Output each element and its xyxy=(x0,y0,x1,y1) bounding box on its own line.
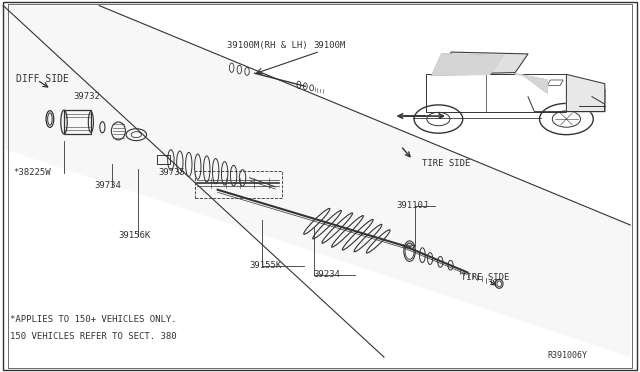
Text: R391006Y: R391006Y xyxy=(547,351,588,360)
Text: 39156K: 39156K xyxy=(118,231,150,240)
Text: *38225W: *38225W xyxy=(13,168,51,177)
Text: 150 VEHICLES REFER TO SECT. 380: 150 VEHICLES REFER TO SECT. 380 xyxy=(10,331,176,340)
Polygon shape xyxy=(566,74,605,112)
Text: 39155K: 39155K xyxy=(250,261,282,270)
Text: 39734: 39734 xyxy=(95,181,122,190)
Text: 39735: 39735 xyxy=(159,168,186,177)
Text: 39110J: 39110J xyxy=(397,201,429,210)
Polygon shape xyxy=(432,54,502,75)
Text: 39100M(RH & LH): 39100M(RH & LH) xyxy=(227,41,308,50)
Bar xyxy=(586,89,605,102)
Polygon shape xyxy=(438,52,528,74)
Text: 39732: 39732 xyxy=(74,92,100,100)
Text: *APPLIES TO 150+ VEHICLES ONLY.: *APPLIES TO 150+ VEHICLES ONLY. xyxy=(10,315,176,324)
Text: DIFF SIDE: DIFF SIDE xyxy=(16,74,69,84)
Text: TIRE SIDE: TIRE SIDE xyxy=(461,273,509,282)
Bar xyxy=(426,74,566,112)
Polygon shape xyxy=(3,6,630,357)
Bar xyxy=(195,171,282,198)
Text: 39234: 39234 xyxy=(314,270,340,279)
Text: TIRE SIDE: TIRE SIDE xyxy=(422,158,471,167)
Bar xyxy=(157,155,170,164)
Polygon shape xyxy=(515,74,547,93)
Text: 39100M: 39100M xyxy=(314,41,346,50)
Bar xyxy=(64,110,91,134)
